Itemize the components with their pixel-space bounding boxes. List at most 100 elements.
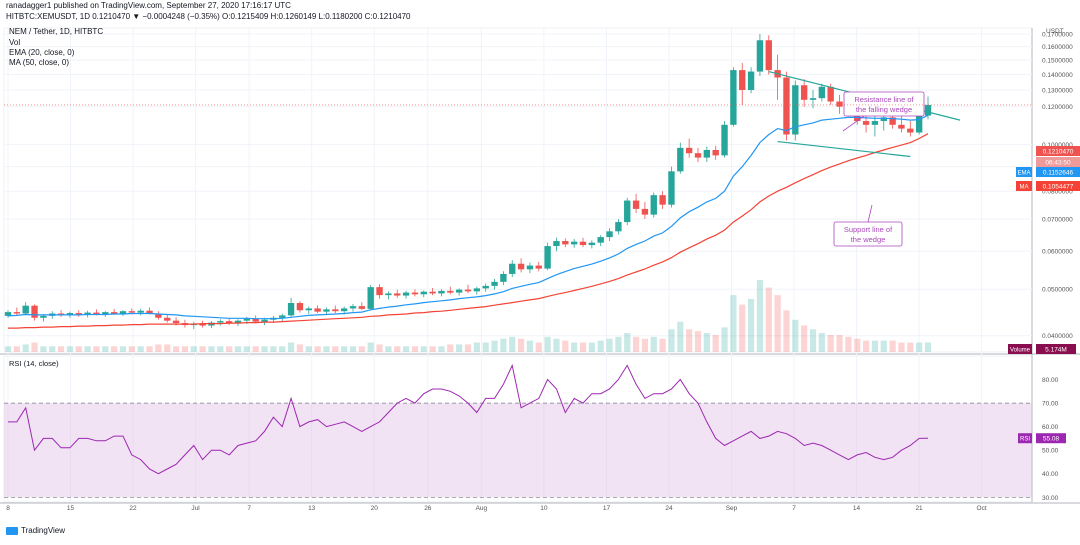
- volume-bar: [641, 338, 649, 352]
- candle-body: [694, 153, 702, 158]
- ma-line: [8, 133, 929, 329]
- volume-bar: [102, 346, 109, 352]
- candle-body: [827, 86, 834, 102]
- volume-bar: [314, 346, 321, 352]
- candle-body: [756, 40, 764, 72]
- price-tick-label: 0.1700000: [1042, 32, 1073, 39]
- candle-body: [924, 104, 932, 116]
- candle-body: [712, 149, 719, 156]
- time-tick-label: 7: [247, 505, 251, 512]
- candle-body: [128, 311, 136, 313]
- volume-bar: [31, 342, 38, 352]
- publish-line: ranadagger1 published on TradingView.com…: [6, 1, 291, 10]
- pair-title: NEM / Tether, 1D, HITBTC: [9, 27, 104, 36]
- candle-body: [75, 313, 82, 315]
- resistance-annotation-box[interactable]: [843, 91, 925, 117]
- time-tick-label: 7: [792, 505, 796, 512]
- volume-bar: [66, 346, 74, 352]
- tradingview-logo[interactable]: TradingView: [6, 526, 65, 535]
- candle-body: [305, 308, 312, 311]
- ma-indicator-label[interactable]: MA (50, close, 0): [9, 58, 70, 67]
- volume-bar: [252, 346, 259, 352]
- candle-body: [915, 115, 923, 133]
- rsi-tag-value: 55.08: [1043, 436, 1060, 443]
- price-tick-label: 0.0500000: [1042, 287, 1073, 294]
- rsi-tick-label: 40.00: [1042, 471, 1059, 478]
- time-tick-label: Jul: [191, 505, 200, 512]
- candle-body: [509, 263, 516, 274]
- candle-body: [579, 241, 587, 246]
- support-annotation-text: the wedge: [851, 235, 886, 244]
- price-tag-value: 0.1210470: [1043, 149, 1074, 156]
- volume-bar: [588, 342, 595, 352]
- volume-bar: [792, 319, 799, 352]
- volume-bar: [730, 295, 737, 352]
- vol-indicator-label[interactable]: Vol: [9, 38, 21, 47]
- volume-bar: [341, 346, 348, 352]
- volume-bar: [500, 338, 507, 352]
- price-tick-label: 0.1400000: [1042, 72, 1073, 79]
- volume-bar: [845, 336, 852, 352]
- candle-body: [66, 313, 74, 316]
- price-tag-bg: [1036, 157, 1080, 167]
- candle-body: [22, 305, 29, 314]
- volume-bar: [712, 334, 719, 352]
- volume-bar: [686, 329, 693, 352]
- candle-body: [597, 237, 604, 243]
- time-tick-label: 13: [308, 505, 316, 512]
- price-tick-label: 0.1200000: [1042, 104, 1073, 111]
- rsi-tick-label: 80.00: [1042, 377, 1059, 384]
- volume-bar: [226, 346, 233, 352]
- volume-bar: [75, 346, 82, 352]
- candle-body: [314, 308, 321, 312]
- volume-bar: [562, 340, 569, 352]
- volume-bar: [172, 346, 180, 352]
- volume-bar: [916, 342, 923, 352]
- candle-body: [243, 318, 251, 321]
- candle-body: [464, 289, 472, 292]
- volume-bar: [907, 342, 914, 352]
- volume-bar: [367, 342, 374, 352]
- resistance-annotation-text: the falling wedge: [856, 105, 912, 114]
- candle-body: [119, 311, 127, 314]
- volume-bar: [659, 338, 666, 352]
- candle-body: [792, 85, 799, 135]
- volume-bar: [526, 340, 534, 352]
- volume-bar: [411, 346, 419, 352]
- volume-bar: [234, 346, 242, 352]
- volume-bar: [854, 338, 861, 352]
- rsi-band: [4, 403, 1032, 498]
- volume-bar: [119, 346, 127, 352]
- time-tick-label: Oct: [977, 505, 987, 512]
- candle-body: [721, 124, 728, 156]
- volume-bar: [535, 342, 542, 352]
- candle-body: [880, 117, 887, 122]
- time-tick-label: 20: [371, 505, 379, 512]
- volume-bar: [13, 346, 20, 352]
- volume-bar: [765, 287, 772, 352]
- price-tag-label-bg: [1016, 167, 1032, 177]
- volume-bar: [597, 340, 604, 352]
- volume-bar: [208, 346, 215, 352]
- rsi-line: [8, 363, 929, 475]
- volume-bar: [181, 346, 189, 352]
- volume-bar: [287, 342, 295, 352]
- candle-body: [411, 292, 419, 295]
- rsi-tick-label: 30.00: [1042, 495, 1059, 502]
- support-line[interactable]: [777, 140, 911, 158]
- candle-body: [800, 85, 808, 100]
- volume-bar: [756, 280, 764, 352]
- volume-bar: [898, 342, 905, 352]
- candle-body: [500, 273, 507, 282]
- candle-body: [146, 310, 153, 314]
- volume-bar: [482, 342, 489, 352]
- candle-body: [765, 40, 772, 71]
- candle-body: [907, 128, 914, 133]
- candle-body: [199, 323, 206, 326]
- candle-body: [4, 312, 12, 316]
- ema-indicator-label[interactable]: EMA (20, close, 0): [9, 48, 75, 57]
- volume-bar: [164, 344, 171, 352]
- candle-body: [898, 124, 905, 129]
